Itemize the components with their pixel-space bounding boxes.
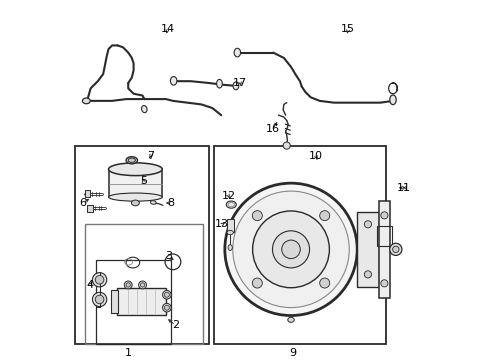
Bar bbox=[356, 212, 378, 287]
Ellipse shape bbox=[170, 77, 177, 85]
Circle shape bbox=[124, 281, 132, 289]
Text: 8: 8 bbox=[167, 198, 174, 208]
Bar bbox=[111, 289, 118, 313]
Text: 6: 6 bbox=[79, 198, 86, 208]
Text: 16: 16 bbox=[265, 125, 279, 135]
Circle shape bbox=[162, 291, 171, 299]
Circle shape bbox=[92, 273, 106, 287]
Circle shape bbox=[252, 211, 262, 221]
Circle shape bbox=[252, 211, 329, 288]
Ellipse shape bbox=[108, 193, 162, 201]
Circle shape bbox=[224, 183, 356, 315]
Ellipse shape bbox=[126, 157, 137, 164]
Circle shape bbox=[95, 295, 103, 304]
Bar bbox=[85, 224, 203, 344]
Ellipse shape bbox=[142, 105, 147, 113]
Bar bbox=[226, 219, 233, 232]
Circle shape bbox=[281, 240, 300, 258]
Ellipse shape bbox=[131, 200, 139, 206]
Ellipse shape bbox=[216, 80, 222, 88]
Bar bbox=[74, 145, 208, 344]
Circle shape bbox=[126, 283, 130, 287]
Circle shape bbox=[392, 246, 398, 253]
Circle shape bbox=[380, 280, 387, 287]
Circle shape bbox=[92, 292, 106, 307]
Circle shape bbox=[232, 191, 348, 307]
Ellipse shape bbox=[233, 82, 238, 90]
Bar bbox=[214, 145, 385, 344]
Ellipse shape bbox=[227, 245, 232, 251]
Circle shape bbox=[364, 271, 371, 278]
Text: 17: 17 bbox=[233, 78, 247, 88]
Bar bbox=[87, 204, 93, 212]
Ellipse shape bbox=[226, 201, 236, 208]
Text: 15: 15 bbox=[341, 24, 354, 34]
Circle shape bbox=[252, 278, 262, 288]
Ellipse shape bbox=[128, 158, 135, 162]
Text: 13: 13 bbox=[215, 219, 229, 229]
Bar bbox=[108, 169, 162, 197]
Text: 2: 2 bbox=[172, 320, 179, 330]
Ellipse shape bbox=[150, 201, 156, 204]
Text: 4: 4 bbox=[86, 280, 93, 290]
Circle shape bbox=[164, 305, 169, 310]
Ellipse shape bbox=[82, 98, 90, 104]
Text: 14: 14 bbox=[160, 24, 174, 34]
Circle shape bbox=[140, 283, 144, 287]
Circle shape bbox=[164, 292, 169, 297]
Text: 10: 10 bbox=[308, 151, 323, 161]
Bar bbox=[117, 288, 165, 315]
Text: 1: 1 bbox=[124, 348, 131, 358]
Circle shape bbox=[380, 212, 387, 219]
Circle shape bbox=[283, 142, 290, 149]
Ellipse shape bbox=[234, 48, 240, 57]
Bar bbox=[96, 260, 171, 344]
Bar bbox=[376, 226, 391, 246]
Circle shape bbox=[162, 303, 171, 312]
Bar bbox=[378, 201, 389, 298]
Text: 5: 5 bbox=[140, 176, 147, 186]
Text: 11: 11 bbox=[396, 183, 410, 193]
Circle shape bbox=[319, 211, 329, 221]
Circle shape bbox=[364, 221, 371, 228]
Circle shape bbox=[95, 275, 103, 284]
Text: 12: 12 bbox=[221, 191, 235, 201]
Circle shape bbox=[319, 278, 329, 288]
Circle shape bbox=[389, 243, 401, 256]
Ellipse shape bbox=[226, 230, 233, 235]
Circle shape bbox=[272, 231, 309, 268]
Ellipse shape bbox=[108, 163, 162, 176]
Ellipse shape bbox=[287, 317, 294, 322]
Bar bbox=[84, 190, 90, 198]
Circle shape bbox=[138, 281, 146, 289]
Text: 7: 7 bbox=[147, 150, 154, 161]
Ellipse shape bbox=[389, 95, 395, 105]
Text: 3: 3 bbox=[165, 252, 172, 261]
Text: 9: 9 bbox=[288, 348, 296, 358]
